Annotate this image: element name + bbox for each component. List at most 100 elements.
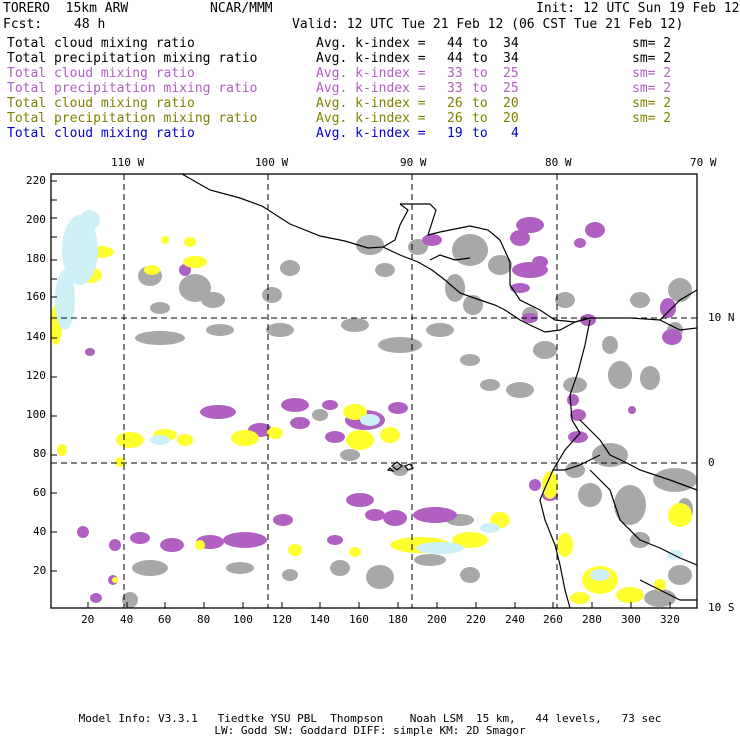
x-tick-label: 300 — [621, 613, 641, 626]
peru-border — [589, 469, 698, 566]
coastlines — [181, 173, 698, 609]
lon-label: 70 W — [690, 156, 717, 169]
x-tick-label: 260 — [543, 613, 563, 626]
legend-row: Total precipitation mixing ratio Avg. k-… — [0, 51, 740, 66]
x-tick-label: 180 — [388, 613, 408, 626]
legend-end: 25 — [503, 81, 519, 96]
legend-field: Total cloud mixing ratio — [7, 96, 195, 111]
legend-end: 34 — [503, 51, 519, 66]
x-tick-label: 60 — [158, 613, 172, 626]
lon-label: 100 W — [255, 156, 289, 169]
x-tick-label: 80 — [197, 613, 211, 626]
bolivia-border — [639, 579, 697, 601]
x-tick-label: 280 — [582, 613, 602, 626]
legend-to: to — [472, 96, 488, 111]
legend-row: Total cloud mixing ratio Avg. k-index = … — [0, 36, 740, 51]
y-tick-label: 180 — [26, 252, 46, 265]
model-title: TORERO 15km ARW — [3, 1, 129, 16]
legend-field: Total cloud mixing ratio — [7, 66, 195, 81]
y-tick-label: 220 — [26, 174, 46, 187]
legend-from: 19 — [447, 126, 463, 141]
org-label: NCAR/MMM — [210, 1, 273, 16]
legend-from: 26 — [447, 111, 463, 126]
legend-from: 44 — [447, 51, 463, 66]
ecuador-border — [553, 454, 601, 471]
x-tick-label: 140 — [310, 613, 330, 626]
legend-sm: sm= 2 — [632, 96, 672, 111]
legend-stat: Avg. k-index = — [316, 111, 426, 126]
y-tick-label: 80 — [33, 447, 47, 460]
lon-label: 90 W — [400, 156, 427, 169]
legend-stat: Avg. k-index = — [316, 96, 426, 111]
legend-row: Total cloud mixing ratio Avg. k-index = … — [0, 126, 740, 141]
y-tick-label: 120 — [26, 369, 46, 382]
x-tick-label: 100 — [233, 613, 253, 626]
graticule — [51, 174, 697, 608]
legend-field: Total cloud mixing ratio — [7, 126, 195, 141]
yucatan-coast — [400, 203, 501, 241]
x-tick-label: 200 — [427, 613, 447, 626]
legend-from: 44 — [447, 36, 463, 51]
x-tick-label: 20 — [81, 613, 95, 626]
legend-to: to — [472, 66, 488, 81]
lon-label: 80 W — [545, 156, 572, 169]
legend-stat: Avg. k-index = — [316, 126, 426, 141]
init-time: Init: 12 UTC Sun 19 Feb 12 — [536, 1, 740, 16]
model-info-line1: Model Info: V3.3.1 Tiedtke YSU PBL Thomp… — [78, 712, 662, 725]
legend-sm: sm= 2 — [632, 66, 672, 81]
mexico-coast — [181, 173, 409, 249]
tick-marks — [51, 180, 671, 608]
legend-end: 20 — [503, 111, 519, 126]
x-tick-label: 240 — [505, 613, 525, 626]
legend-sm: sm= 2 — [632, 81, 672, 96]
legend-sm: sm= 2 — [632, 111, 672, 126]
legend-stat: Avg. k-index = — [316, 66, 426, 81]
legend-field: Total precipitation mixing ratio — [7, 111, 258, 126]
cloud-fields — [51, 210, 697, 608]
x-tick-label: 40 — [120, 613, 134, 626]
legend-row: Total precipitation mixing ratio Avg. k-… — [0, 81, 740, 96]
y-tick-label: 200 — [26, 213, 46, 226]
x-tick-label: 120 — [272, 613, 292, 626]
fcst-label: Fcst: — [3, 17, 43, 32]
central-america-coast — [382, 246, 591, 333]
lon-label: 110 W — [111, 156, 145, 169]
legend-to: to — [472, 126, 488, 141]
legend-field: Total precipitation mixing ratio — [7, 81, 258, 96]
legend-from: 33 — [447, 81, 463, 96]
legend-end: 25 — [503, 66, 519, 81]
x-tick-label: 160 — [349, 613, 369, 626]
y-tick-label: 160 — [26, 290, 46, 303]
legend-to: to — [472, 81, 488, 96]
lat-label: 10 S — [708, 601, 735, 614]
legend-end: 4 — [511, 126, 519, 141]
legend-end: 20 — [503, 96, 519, 111]
cyan-cloud-field — [55, 210, 683, 581]
lat-label: 0 — [708, 456, 715, 469]
legend-sm: sm= 2 — [632, 51, 672, 66]
lat-label: 10 N — [708, 311, 735, 324]
y-tick-label: 40 — [33, 525, 47, 538]
legend-stat: Avg. k-index = — [316, 81, 426, 96]
x-tick-label: 220 — [466, 613, 486, 626]
honduras-border — [429, 254, 471, 261]
y-tick-label: 60 — [33, 486, 47, 499]
y-tick-label: 100 — [26, 408, 46, 421]
legend-to: to — [472, 111, 488, 126]
legend-field: Total precipitation mixing ratio — [7, 51, 258, 66]
legend-end: 34 — [503, 36, 519, 51]
legend-row: Total precipitation mixing ratio Avg. k-… — [0, 111, 740, 126]
venezuela-coast — [659, 319, 698, 331]
legend-from: 26 — [447, 96, 463, 111]
legend-field: Total cloud mixing ratio — [7, 36, 195, 51]
legend-stat: Avg. k-index = — [316, 36, 426, 51]
plot-frame — [50, 173, 698, 609]
model-info-line2: LW: Godd SW: Goddard DIFF: simple KM: 2D… — [214, 724, 526, 737]
legend-stat: Avg. k-index = — [316, 51, 426, 66]
legend-to: to — [472, 51, 488, 66]
x-tick-label: 320 — [660, 613, 680, 626]
legend-to: to — [472, 36, 488, 51]
legend-row: Total cloud mixing ratio Avg. k-index = … — [0, 66, 740, 81]
y-tick-label: 20 — [33, 564, 47, 577]
